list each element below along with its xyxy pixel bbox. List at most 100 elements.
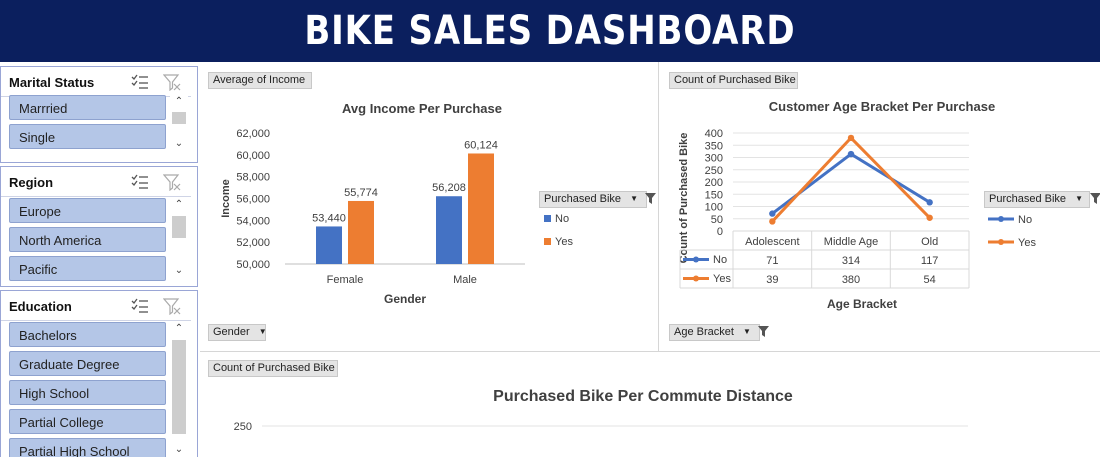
commute-chart: Purchased Bike Per Commute Distance 250 [234, 388, 968, 433]
y-tick-label: 0 [717, 226, 723, 238]
bar [468, 153, 494, 264]
value-field-button[interactable]: Count of Purchased Bike [208, 360, 338, 377]
slicer-item[interactable]: Graduate Degree [9, 351, 166, 376]
data-label: 60,124 [464, 139, 498, 151]
y-axis-title: Count of Purchased Bike [678, 133, 690, 264]
axis-field-button[interactable]: Age Bracket ▼ [669, 324, 769, 341]
scrollbar[interactable]: ⌃ ⌄ [170, 198, 188, 281]
legend-field-button[interactable]: Purchased Bike ▼ [984, 191, 1100, 208]
table-legend-marker [693, 275, 699, 282]
table-value: 314 [842, 255, 860, 267]
y-tick-label: 50 [711, 214, 723, 226]
table-series-label: No [713, 254, 727, 266]
y-tick-label: 300 [705, 153, 723, 165]
scroll-up-icon[interactable]: ⌃ [174, 96, 184, 107]
panel-divider [658, 62, 659, 352]
slicer-item[interactable]: Partial College [9, 409, 166, 434]
slicer-item[interactable]: Partial High School [9, 438, 166, 457]
dashboard-title: BIKE SALES DASHBOARD [304, 8, 796, 54]
scroll-thumb[interactable] [172, 112, 186, 124]
table-value: 380 [842, 274, 860, 286]
dropdown-arrow-icon: ▼ [258, 327, 267, 336]
legend-marker [998, 239, 1004, 245]
legend-field-label: Purchased Bike [989, 193, 1067, 205]
scroll-down-icon[interactable]: ⌄ [174, 138, 184, 149]
data-point [847, 134, 855, 142]
legend-label: Yes [1018, 237, 1036, 249]
y-tick-label: 56,000 [236, 194, 270, 206]
value-field-label: Average of Income [213, 74, 306, 86]
data-label: 53,440 [312, 212, 346, 224]
data-point [847, 150, 855, 158]
scroll-down-icon[interactable]: ⌄ [174, 444, 184, 455]
value-field-button[interactable]: Count of Purchased Bike [669, 72, 798, 89]
slicer-item[interactable]: Europe [9, 198, 166, 223]
y-tick-label: 150 [705, 189, 723, 201]
filter-icon [645, 193, 657, 204]
multi-select-icon[interactable] [131, 298, 149, 314]
legend-marker [998, 216, 1004, 222]
slicer-title: Marital Status [9, 75, 95, 90]
scrollbar[interactable]: ⌃ ⌄ [170, 322, 188, 457]
multi-select-icon[interactable] [131, 74, 149, 90]
slicer-item[interactable]: Pacific [9, 256, 166, 281]
legend-swatch [544, 238, 551, 245]
table-series-label: Yes [713, 273, 731, 285]
y-tick-label: 58,000 [236, 172, 270, 184]
table-value: 54 [924, 274, 936, 286]
slicer-region: Region Europe North America Pacific ⌃ ⌄ [0, 166, 198, 287]
income-chart: Avg Income Per Purchase 50,000 52,000 54,00… [220, 101, 573, 306]
legend-label: Yes [555, 236, 573, 248]
slicer-header: Region [1, 167, 191, 197]
slicer-item[interactable]: Bachelors [9, 322, 166, 347]
value-field-label: Count of Purchased Bike [213, 362, 335, 374]
y-tick-label: 100 [705, 202, 723, 214]
clear-filter-icon[interactable] [163, 173, 181, 191]
scroll-thumb[interactable] [172, 340, 186, 434]
filter-icon [757, 326, 769, 337]
legend-swatch [544, 215, 551, 222]
scroll-up-icon[interactable]: ⌃ [174, 199, 184, 210]
slicer-title: Education [9, 299, 72, 314]
value-field-label: Count of Purchased Bike [674, 74, 796, 86]
slicer-marital-status: Marital Status Marrried Single ⌃ ⌄ [0, 66, 198, 163]
x-tick-label: Old [921, 236, 938, 248]
slicer-item[interactable]: High School [9, 380, 166, 405]
x-tick-label: Male [453, 274, 477, 286]
dashboard-banner: BIKE SALES DASHBOARD [0, 0, 1100, 62]
chart-title: Purchased Bike Per Commute Distance [493, 388, 793, 405]
panel-divider [200, 351, 1100, 352]
series-line [771, 152, 931, 215]
bar [348, 200, 374, 264]
scrollbar[interactable]: ⌃ ⌄ [170, 95, 188, 151]
slicer-item[interactable]: Single [9, 124, 166, 149]
table-legend-marker [693, 256, 699, 263]
x-axis-title: Gender [384, 292, 426, 306]
data-point [769, 218, 776, 225]
slicer-item[interactable]: Marrried [9, 95, 166, 120]
clear-filter-icon[interactable] [163, 297, 181, 315]
slicer-item[interactable]: North America [9, 227, 166, 252]
data-point [926, 214, 933, 221]
y-tick-label: 54,000 [236, 215, 270, 227]
value-field-button[interactable]: Average of Income [208, 72, 312, 89]
scroll-up-icon[interactable]: ⌃ [174, 323, 184, 334]
x-axis-title: Age Bracket [827, 297, 897, 311]
axis-field-label: Age Bracket [674, 326, 734, 338]
slicer-header: Marital Status [1, 67, 191, 97]
data-label: 56,208 [432, 182, 466, 194]
x-tick-label: Adolescent [745, 236, 799, 248]
scroll-thumb[interactable] [172, 216, 186, 238]
multi-select-icon[interactable] [131, 174, 149, 190]
table-value: 39 [766, 274, 778, 286]
y-tick-label: 60,000 [236, 150, 270, 162]
legend-field-button[interactable]: Purchased Bike ▼ [539, 191, 657, 208]
table-value: 117 [921, 255, 939, 267]
axis-field-button[interactable]: Gender ▼ [208, 324, 267, 341]
y-tick-label: 200 [705, 177, 723, 189]
dropdown-arrow-icon: ▼ [630, 194, 639, 203]
clear-filter-icon[interactable] [163, 73, 181, 91]
scroll-down-icon[interactable]: ⌄ [174, 265, 184, 276]
x-tick-label: Female [327, 274, 364, 286]
